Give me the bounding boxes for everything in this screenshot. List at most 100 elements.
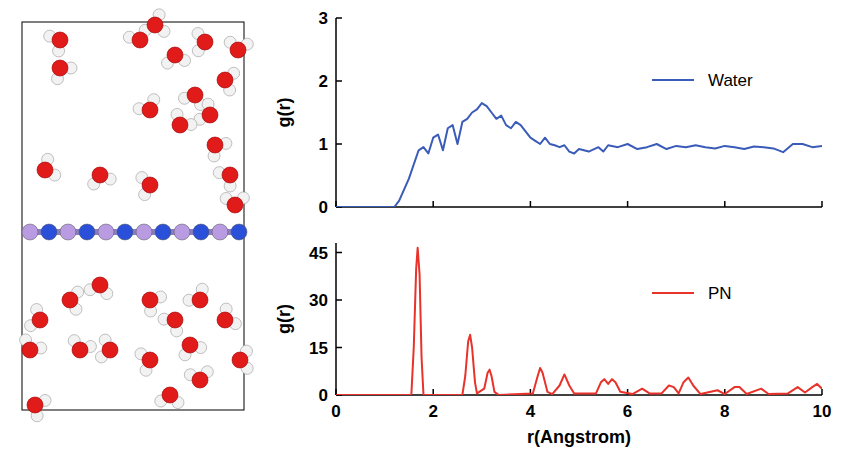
oxygen	[182, 337, 198, 353]
water-molecule	[213, 167, 238, 192]
water-molecule	[95, 334, 118, 363]
water-molecule	[183, 283, 208, 308]
water-molecule	[136, 172, 158, 201]
y-tick	[336, 17, 342, 19]
oxygen	[207, 137, 223, 153]
water-molecule	[158, 312, 183, 337]
oxygen	[142, 102, 158, 118]
plot-marks	[336, 103, 822, 207]
water-molecule	[133, 94, 160, 118]
oxygen	[32, 312, 48, 328]
water-molecule	[135, 348, 158, 376]
plot-marks	[336, 248, 822, 395]
water-molecule	[84, 277, 113, 300]
legend-label: PN	[708, 284, 732, 303]
x-tick-label: 0	[331, 402, 340, 421]
snapshot	[20, 9, 254, 422]
water-molecule	[68, 335, 96, 358]
water-molecule	[220, 192, 249, 213]
y-tick	[336, 299, 342, 301]
oxygen	[147, 17, 163, 33]
oxygen	[92, 277, 108, 293]
water-molecule	[224, 36, 253, 58]
water-molecule	[217, 67, 240, 96]
y-tick-label: 0	[319, 198, 328, 217]
oxygen	[37, 162, 53, 178]
nitrogen	[155, 224, 171, 240]
series-line	[336, 248, 822, 395]
x-tick	[724, 201, 726, 207]
water-molecule	[232, 345, 253, 374]
y-tick-label: 1	[319, 135, 328, 154]
chart-panel: 0123g(r)Water	[274, 9, 822, 217]
oxygen	[230, 42, 246, 58]
x-tick	[821, 389, 823, 395]
water-molecule	[88, 167, 117, 190]
y-tick-label: 15	[309, 339, 328, 358]
oxygen	[142, 292, 158, 308]
oxygen	[102, 342, 118, 358]
legend-swatch	[652, 79, 694, 81]
water-molecule	[52, 60, 77, 85]
oxygen	[167, 312, 183, 328]
water-molecule	[217, 303, 241, 330]
oxygen	[72, 342, 88, 358]
x-axis-title: r(Angstrom)	[527, 427, 631, 447]
nitrogen	[193, 224, 209, 240]
phosphorus	[174, 224, 190, 240]
y-tick	[336, 347, 342, 349]
x-tick	[432, 201, 434, 207]
oxygen	[92, 167, 108, 183]
cell-box	[22, 22, 244, 410]
phosphorus	[212, 224, 228, 240]
water-molecule	[178, 87, 206, 110]
water-molecule	[37, 153, 61, 181]
oxygen	[52, 60, 68, 76]
y-tick-label: 2	[319, 72, 328, 91]
oxygen	[222, 167, 238, 183]
x-tick-label: 8	[720, 402, 729, 421]
oxygen	[192, 292, 208, 308]
chart-panel: 01530450246810g(r)r(Angstrom)PN	[274, 243, 831, 447]
oxygen	[192, 372, 208, 388]
oxygen	[162, 387, 178, 403]
legend-swatch	[652, 292, 694, 294]
series-line	[336, 103, 822, 207]
water-molecule	[155, 387, 184, 409]
x-tick	[821, 201, 823, 207]
water-molecule	[25, 304, 48, 332]
water-molecule	[192, 28, 213, 57]
oxygen	[27, 397, 43, 413]
oxygen	[232, 352, 248, 368]
oxygen	[52, 32, 68, 48]
y-tick	[336, 143, 342, 145]
oxygen	[227, 197, 243, 213]
water-molecule	[123, 24, 151, 48]
phosphorus	[136, 224, 152, 240]
water-molecule	[62, 286, 84, 315]
nitrogen	[231, 224, 247, 240]
oxygen	[202, 107, 218, 123]
oxygen	[217, 312, 233, 328]
water-molecule	[194, 98, 218, 125]
x-axis	[336, 206, 822, 208]
oxygen	[197, 34, 213, 50]
water-molecule	[147, 9, 170, 38]
phosphorus	[98, 224, 114, 240]
x-tick	[530, 201, 532, 207]
legend-label: Water	[708, 71, 753, 90]
phosphorus	[60, 224, 76, 240]
oxygen	[187, 87, 203, 103]
y-tick-label: 45	[309, 244, 328, 263]
water-molecule	[162, 47, 191, 69]
x-tick-label: 10	[813, 402, 832, 421]
x-tick-label: 4	[526, 402, 536, 421]
y-tick	[336, 80, 342, 82]
nitrogen	[79, 224, 95, 240]
x-tick	[627, 201, 629, 207]
y-tick-label: 30	[309, 291, 328, 310]
nitrogen	[117, 224, 133, 240]
oxygen	[22, 342, 38, 358]
oxygen	[132, 32, 148, 48]
water-molecule	[184, 366, 213, 388]
